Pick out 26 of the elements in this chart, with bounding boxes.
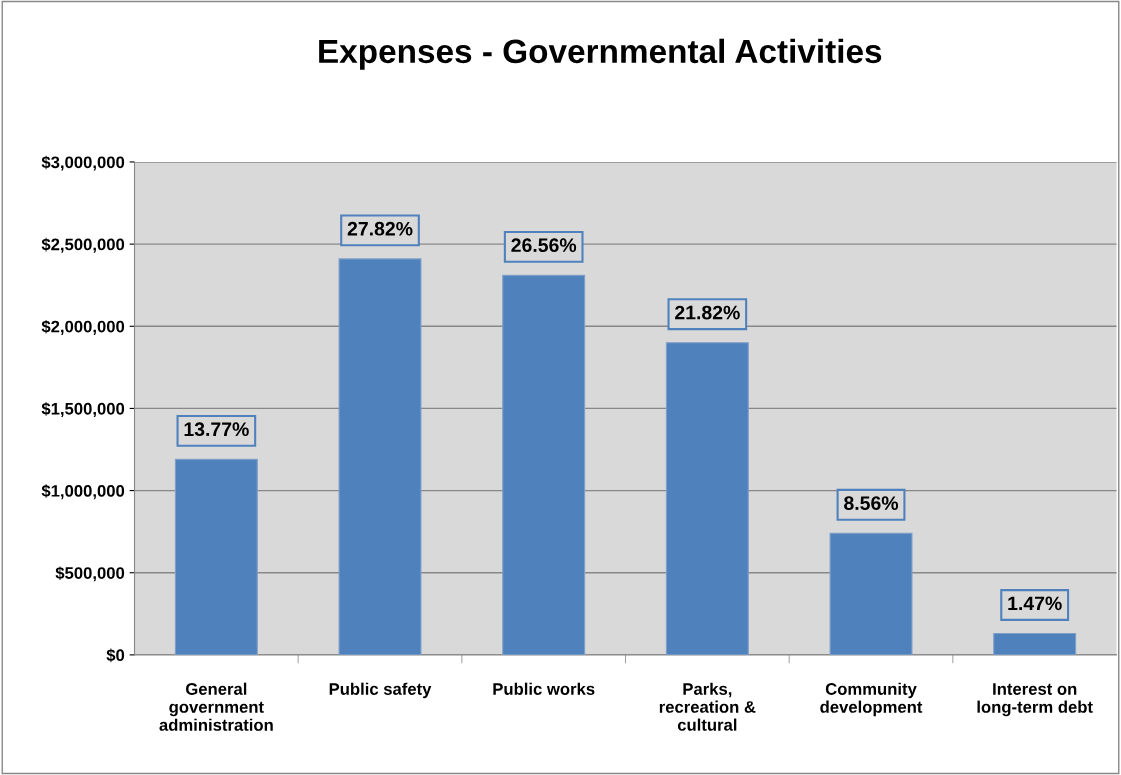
x-tick-label: Parks, recreation & cultural bbox=[659, 682, 756, 731]
bar bbox=[174, 458, 258, 655]
annotation: 21.82% bbox=[675, 305, 740, 320]
bar bbox=[338, 258, 422, 655]
bar bbox=[829, 532, 913, 655]
x-tick-label: Public safety bbox=[329, 682, 432, 699]
x-tick-label: Community development bbox=[820, 682, 923, 717]
x-tick-label: Public works bbox=[493, 682, 595, 695]
chart-title: Expenses - Governmental Activities bbox=[319, 38, 882, 70]
annotation: 8.56% bbox=[844, 496, 899, 511]
y-tick-label: $1,500,000 bbox=[41, 402, 125, 418]
x-tick-label: Interest on long-term debt bbox=[977, 683, 1093, 717]
x-tick-label: General government administration bbox=[159, 682, 273, 731]
bar bbox=[502, 274, 586, 655]
annotation: 27.82% bbox=[347, 221, 413, 236]
y-tick-label: $3,000,000 bbox=[41, 155, 125, 171]
y-tick-label: $2,500,000 bbox=[41, 237, 125, 253]
y-tick-label: $0 bbox=[106, 648, 125, 663]
annotation: 1.47% bbox=[1008, 596, 1062, 611]
bar bbox=[665, 342, 749, 655]
y-tick-label: $500,000 bbox=[55, 566, 125, 582]
y-tick-label: $2,000,000 bbox=[41, 319, 125, 335]
bar bbox=[993, 632, 1077, 655]
annotation: 13.77% bbox=[184, 422, 249, 437]
y-tick-label: $1,000,000 bbox=[41, 484, 125, 500]
annotation: 26.56% bbox=[511, 238, 577, 253]
